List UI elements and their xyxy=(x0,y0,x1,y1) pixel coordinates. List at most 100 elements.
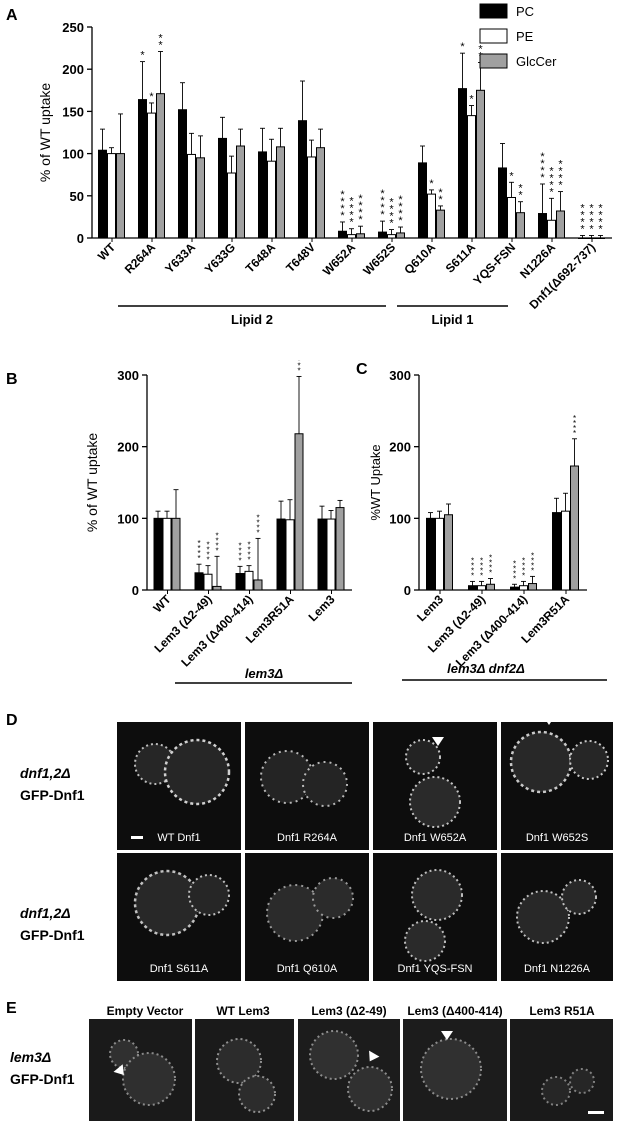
bar-pc xyxy=(458,88,467,239)
legend-swatch xyxy=(479,3,508,19)
bar-pe xyxy=(267,160,276,239)
arrowhead-icon xyxy=(543,722,555,725)
significance-star: * xyxy=(140,50,145,62)
significance-star: * xyxy=(518,190,523,202)
significance-star: * xyxy=(340,210,345,222)
bar-pe xyxy=(519,585,528,591)
legend-swatch xyxy=(479,53,508,69)
y-tick-label: 100 xyxy=(389,511,411,526)
micrograph-lem3-d2-49 xyxy=(298,1019,400,1121)
bar-pc xyxy=(218,137,227,239)
bar-pc xyxy=(98,149,107,239)
micrograph-dnf1-q610a: Dnf1 Q610A xyxy=(245,853,369,981)
significance-star: * xyxy=(480,556,483,565)
bar-glccer xyxy=(212,585,222,591)
significance-star: * xyxy=(389,204,394,216)
significance-star: * xyxy=(358,214,363,226)
bar-pe xyxy=(467,115,476,239)
significance-star: * xyxy=(215,531,218,540)
column-header: Empty Vector xyxy=(106,1004,184,1018)
significance-star: * xyxy=(238,556,241,565)
significance-star: * xyxy=(598,223,603,235)
micrograph-wt-lem3 xyxy=(195,1019,294,1121)
significance-star: * xyxy=(580,202,585,214)
significance-star: * xyxy=(358,200,363,212)
group-label: Lipid 2 xyxy=(231,312,273,327)
bar-pc xyxy=(468,585,477,591)
bar-pc xyxy=(418,162,427,239)
significance-star: * xyxy=(509,170,514,182)
bar-pe xyxy=(387,234,396,239)
bar-pe xyxy=(244,570,254,591)
significance-star: * xyxy=(513,559,516,568)
micrograph-dnf1-r264a: Dnf1 R264A xyxy=(245,722,369,850)
significance-star: * xyxy=(389,197,394,209)
micrograph-dnf1-n1226a: Dnf1 N1226A xyxy=(501,853,613,981)
bar-pe xyxy=(187,153,196,239)
y-tick-label: 200 xyxy=(62,62,84,77)
arrowhead-icon xyxy=(432,737,444,746)
column-header: Lem3 (Δ2-49) xyxy=(311,1004,387,1018)
significance-star: * xyxy=(522,566,525,575)
significance-star: * xyxy=(349,217,354,229)
y-axis-label: % of WT uptake xyxy=(84,433,100,533)
x-tick-label: Y633G xyxy=(202,240,238,276)
significance-star: * xyxy=(531,556,534,565)
significance-star: * xyxy=(206,556,209,565)
y-tick-label: 100 xyxy=(62,147,84,162)
significance-star: * xyxy=(540,151,545,163)
significance-star: * xyxy=(558,173,563,185)
significance-star: * xyxy=(398,194,403,206)
group-label: Lipid 1 xyxy=(432,312,474,327)
cell-image xyxy=(260,750,348,807)
cell-image xyxy=(109,1039,176,1106)
significance-star: * xyxy=(471,561,474,570)
significance-star: * xyxy=(540,172,545,184)
significance-star: * xyxy=(398,201,403,213)
cell-image xyxy=(266,877,354,942)
row-label-d2: dnf1,2Δ GFP-Dnf1 xyxy=(20,902,85,946)
micrograph-caption: Dnf1 R264A xyxy=(277,832,337,844)
micrograph-lem3-r51a xyxy=(510,1019,613,1121)
micrograph-empty-vector xyxy=(89,1019,192,1121)
significance-star: * xyxy=(197,539,200,548)
bar-pe xyxy=(547,219,556,239)
significance-star: * xyxy=(522,561,525,570)
significance-star: * xyxy=(215,546,218,555)
micrograph-wt-dnf1: WT Dnf1 xyxy=(117,722,241,850)
bar-pc xyxy=(178,109,187,239)
significance-star: * xyxy=(247,546,250,555)
significance-star: * xyxy=(256,513,259,522)
micrograph-caption: Dnf1 S611A xyxy=(149,963,209,975)
bar-glccer xyxy=(196,157,205,239)
y-tick-label: 50 xyxy=(70,189,84,204)
significance-star: * xyxy=(158,32,163,44)
significance-star: * xyxy=(247,551,250,560)
bar-glccer xyxy=(253,579,263,591)
significance-star: * xyxy=(247,541,250,550)
x-tick-label: R264A xyxy=(122,240,159,277)
legend-label: GlcCer xyxy=(516,54,557,69)
significance-star: * xyxy=(589,209,594,221)
cell-image xyxy=(405,739,461,828)
bar-pe xyxy=(307,156,316,239)
y-tick-label: 300 xyxy=(117,368,139,383)
significance-star: * xyxy=(573,424,576,433)
significance-star: * xyxy=(540,158,545,170)
y-axis-label: % of WT uptake xyxy=(37,83,53,183)
fusion-label: GFP-Dnf1 xyxy=(20,927,85,943)
micrograph-dnf1-w652s: Dnf1 W652S xyxy=(501,722,613,850)
bar-pc xyxy=(258,151,267,239)
bar-glccer xyxy=(436,209,445,239)
significance-star: * xyxy=(398,208,403,220)
significance-star: * xyxy=(389,211,394,223)
y-tick-label: 0 xyxy=(77,231,84,246)
cell-image xyxy=(404,869,463,962)
significance-star: * xyxy=(380,195,385,207)
bar-pc xyxy=(153,517,163,591)
significance-star: * xyxy=(531,561,534,570)
group-label: lem3Δ xyxy=(245,666,284,681)
significance-star: * xyxy=(358,207,363,219)
bar-pc xyxy=(498,167,507,239)
